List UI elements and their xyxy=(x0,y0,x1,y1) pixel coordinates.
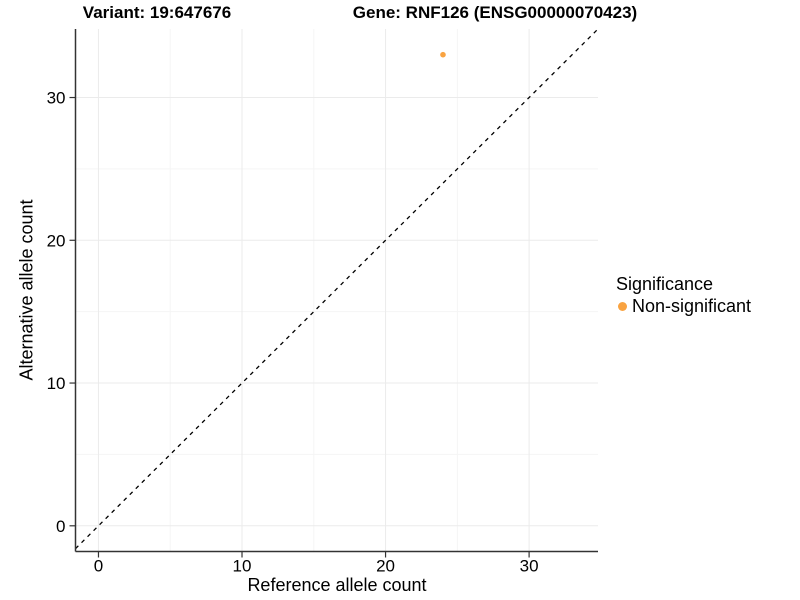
identity-line xyxy=(75,28,599,550)
x-tick-label: 20 xyxy=(376,557,395,576)
y-tick-label: 30 xyxy=(47,89,66,108)
legend-dot-icon xyxy=(618,301,627,311)
x-tick-labels: 0 10 20 30 xyxy=(94,557,539,576)
x-tick-label: 10 xyxy=(233,557,252,576)
gridlines-major xyxy=(75,29,598,552)
y-axis-title: Alternative allele count xyxy=(16,199,37,381)
x-tick-label: 30 xyxy=(520,557,539,576)
legend: Significance Non-significant xyxy=(616,274,751,316)
legend-item-label: Non-significant xyxy=(632,296,752,316)
tick-marks xyxy=(69,96,530,558)
y-tick-label: 0 xyxy=(56,517,65,536)
y-tick-label: 10 xyxy=(47,374,66,393)
y-tick-labels: 0 10 20 30 xyxy=(47,89,66,536)
gridlines-minor xyxy=(75,29,598,552)
x-axis-title: Reference allele count xyxy=(247,575,427,595)
legend-title: Significance xyxy=(616,274,714,294)
x-tick-label: 0 xyxy=(94,557,103,576)
data-point xyxy=(440,51,446,58)
plot-title-gene: Gene: RNF126 (ENSG00000070423) xyxy=(352,3,638,22)
axis-lines xyxy=(74,29,598,553)
plot-title-variant: Variant: 19:647676 xyxy=(82,3,232,22)
legend-item: Non-significant xyxy=(616,296,751,316)
y-tick-label: 20 xyxy=(47,231,66,250)
